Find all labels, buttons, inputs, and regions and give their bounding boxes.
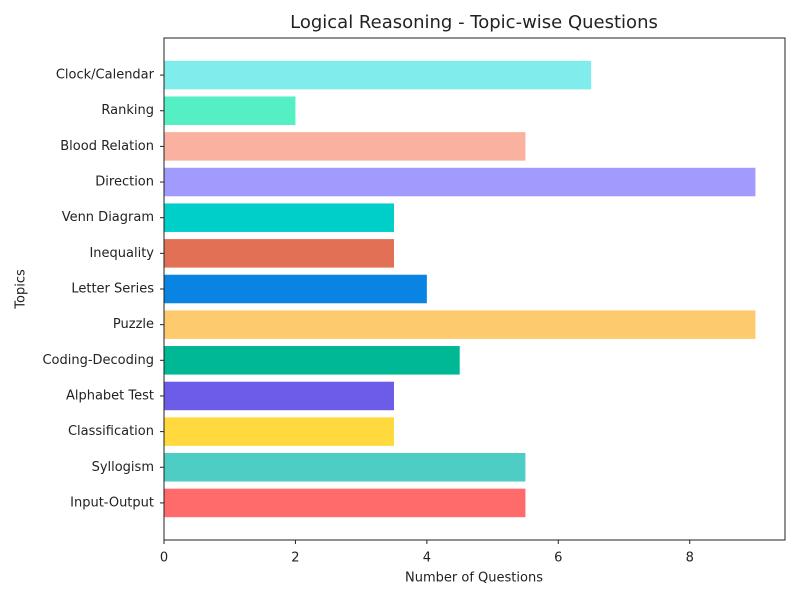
bar bbox=[164, 417, 394, 446]
x-axis-label: Number of Questions bbox=[405, 571, 543, 586]
y-tick-label: Letter Series bbox=[71, 282, 154, 297]
plot-frame bbox=[163, 37, 786, 541]
bar bbox=[164, 167, 756, 197]
chart-title: Logical Reasoning - Topic-wise Questions bbox=[290, 12, 658, 33]
y-tick-label: Direction bbox=[95, 175, 154, 190]
x-tick-label: 4 bbox=[423, 551, 431, 566]
y-tick-label: Puzzle bbox=[113, 317, 154, 332]
y-tick-label: Ranking bbox=[101, 103, 154, 118]
bar bbox=[164, 488, 526, 518]
y-tick-label: Blood Relation bbox=[60, 139, 154, 154]
y-tick-label: Clock/Calendar bbox=[56, 68, 155, 83]
bar bbox=[164, 381, 394, 411]
bar bbox=[164, 239, 394, 268]
bar bbox=[164, 310, 756, 339]
y-tick-label: Alphabet Test bbox=[66, 388, 154, 403]
y-tick-label: Inequality bbox=[89, 246, 154, 261]
y-tick-label: Coding-Decoding bbox=[42, 353, 154, 368]
bar bbox=[164, 203, 394, 232]
y-tick-label: Classification bbox=[68, 424, 154, 439]
x-tick-label: 0 bbox=[160, 551, 168, 566]
x-tick-label: 2 bbox=[291, 551, 299, 566]
bar bbox=[164, 60, 592, 90]
x-tick-label: 8 bbox=[686, 551, 694, 566]
y-tick-label: Input-Output bbox=[70, 495, 154, 510]
y-axis-label: Topics bbox=[14, 269, 29, 310]
y-tick-label: Syllogism bbox=[92, 460, 154, 475]
bar bbox=[164, 96, 296, 125]
bar bbox=[164, 453, 526, 482]
bar bbox=[164, 346, 460, 375]
bar bbox=[164, 132, 526, 161]
bar bbox=[164, 274, 427, 304]
x-tick-label: 6 bbox=[554, 551, 562, 566]
y-tick-label: Venn Diagram bbox=[62, 210, 154, 225]
